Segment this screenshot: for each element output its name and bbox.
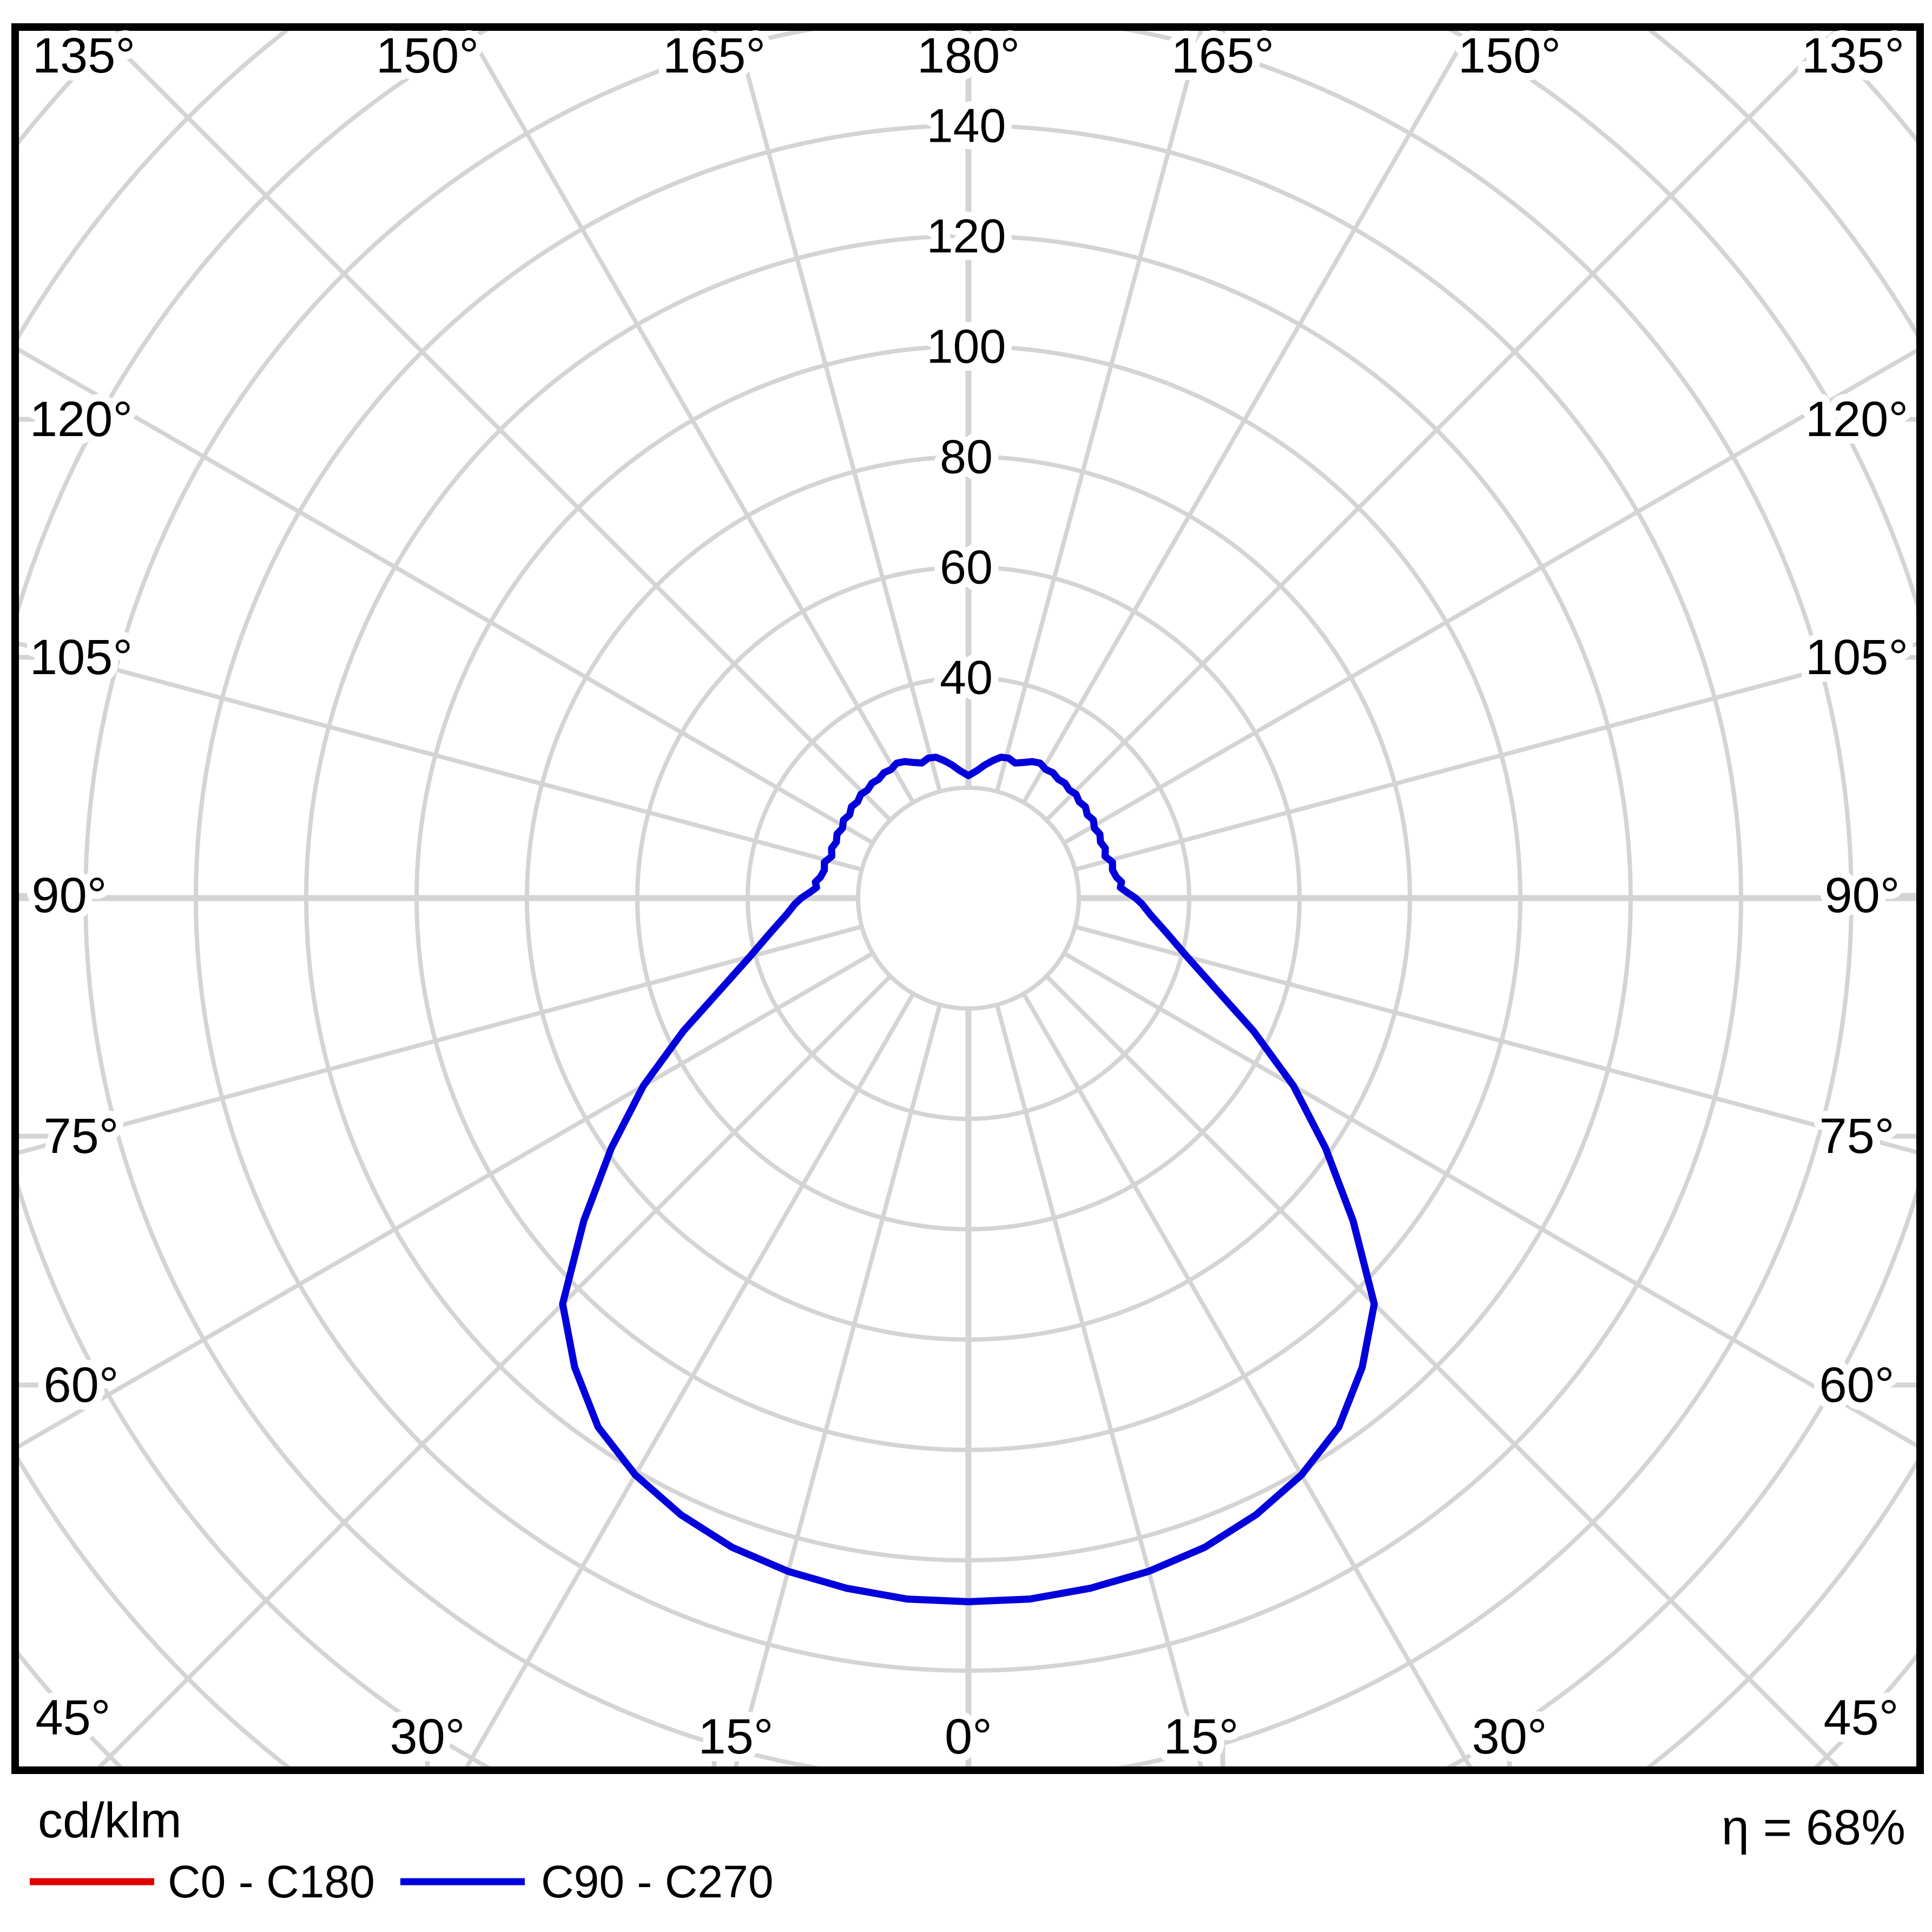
plot-border [11,23,1924,1774]
angle-label-15: 15° [1163,1709,1238,1764]
radial-label-120: 120 [927,209,1006,263]
curve-C90-C270 [559,754,1378,1605]
angle-label-60: 60° [43,1357,118,1413]
angle-label-165: 165° [1171,28,1274,83]
legend-label-c90-c270: C90 - C270 [541,1856,774,1907]
radial-label-40: 40 [940,651,993,704]
angle-label-75: 75° [43,1109,118,1164]
angle-label-180: 180° [917,28,1020,83]
angle-label-120: 120° [1805,392,1908,447]
edge-ticks [15,27,1920,1770]
radial-label-60: 60 [940,540,993,594]
distribution-curves [559,754,1378,1605]
angle-label-75: 75° [1819,1109,1894,1164]
radial-label-100: 100 [927,320,1006,373]
radial-label-80: 80 [940,430,993,484]
units-label: cd/klm [38,1793,182,1848]
radial-tick-labels: 140 120 100 80 60 40 [919,91,1014,712]
angle-label-150: 150° [376,28,479,83]
angle-label-45: 45° [35,1690,110,1745]
angle-tick-labels: 135° 150° 165° 180° 165° 150° 135° 120° 105° 90° 7… [22,21,1916,1772]
angle-label-0: 0° [945,1709,992,1764]
angle-label-90: 90° [1824,868,1900,923]
angle-label-30: 30° [390,1709,465,1764]
radial-label-140: 140 [927,99,1006,153]
angle-label-90: 90° [31,868,107,923]
angle-label-165: 165° [663,28,766,83]
angle-label-120: 120° [30,392,133,447]
angle-label-60: 60° [1819,1357,1894,1413]
angle-label-135: 135° [32,28,135,83]
angle-label-135: 135° [1802,28,1904,83]
angle-label-15: 15° [698,1709,773,1764]
angle-label-105: 105° [30,630,133,685]
efficiency-label: η = 68% [1722,1800,1905,1855]
angle-label-150: 150° [1458,28,1561,83]
angle-label-30: 30° [1472,1709,1547,1764]
legend: C0 - C180 C90 - C270 [30,1856,774,1907]
angle-label-105: 105° [1805,630,1908,685]
angle-label-45: 45° [1823,1690,1898,1745]
legend-label-c0-c180: C0 - C180 [168,1856,375,1907]
